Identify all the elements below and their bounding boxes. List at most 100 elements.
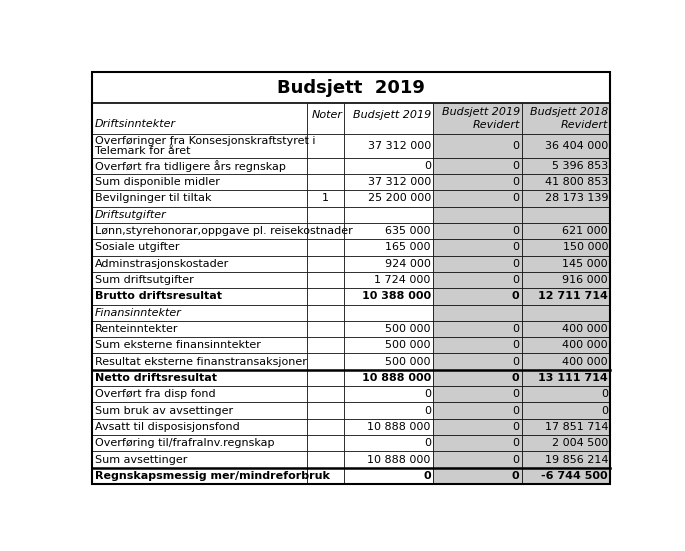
Text: 0: 0: [424, 390, 431, 399]
Bar: [521, 468, 610, 484]
Bar: [521, 207, 610, 223]
Text: Bevilgninger til tiltak: Bevilgninger til tiltak: [95, 193, 211, 203]
Text: Budsjett 2019: Budsjett 2019: [353, 110, 432, 120]
Bar: [307, 337, 345, 354]
Bar: [521, 223, 610, 239]
Text: 1: 1: [322, 193, 329, 203]
Text: 400 000: 400 000: [562, 356, 608, 366]
Bar: [345, 190, 433, 207]
Text: Adminstrasjonskostader: Adminstrasjonskostader: [95, 259, 229, 269]
Text: Driftsinntekter: Driftsinntekter: [95, 118, 176, 128]
Bar: [92, 158, 307, 174]
Bar: [345, 158, 433, 174]
Bar: [307, 354, 345, 370]
Text: Sum avsettinger: Sum avsettinger: [95, 455, 187, 464]
Bar: [433, 321, 521, 337]
Text: Telemark for året: Telemark for året: [95, 146, 190, 156]
Bar: [307, 419, 345, 435]
Text: Budsjett 2019: Budsjett 2019: [442, 107, 520, 117]
Bar: [307, 158, 345, 174]
Bar: [521, 370, 610, 386]
Text: 924 000: 924 000: [385, 259, 431, 269]
Bar: [521, 158, 610, 174]
Bar: [92, 435, 307, 451]
Bar: [521, 435, 610, 451]
Bar: [521, 272, 610, 288]
Text: 5 396 853: 5 396 853: [551, 161, 608, 171]
Text: 41 800 853: 41 800 853: [545, 177, 608, 187]
Bar: [307, 435, 345, 451]
Text: 17 851 714: 17 851 714: [545, 422, 608, 432]
Text: 0: 0: [512, 242, 519, 252]
Text: Netto driftsresultat: Netto driftsresultat: [95, 373, 216, 383]
Text: 0: 0: [512, 471, 519, 481]
Bar: [433, 223, 521, 239]
Text: 0: 0: [512, 455, 519, 464]
Text: Overføring til/frafralnv.regnskap: Overføring til/frafralnv.regnskap: [95, 438, 274, 448]
Text: 10 888 000: 10 888 000: [362, 373, 431, 383]
Text: 0: 0: [423, 471, 431, 481]
Bar: [307, 190, 345, 207]
Text: 0: 0: [512, 406, 519, 415]
Text: -6 744 500: -6 744 500: [541, 471, 608, 481]
Bar: [345, 239, 433, 256]
Text: 500 000: 500 000: [385, 324, 431, 334]
Text: 10 888 000: 10 888 000: [367, 422, 431, 432]
Bar: [433, 354, 521, 370]
Bar: [521, 386, 610, 402]
Bar: [92, 256, 307, 272]
Text: 37 312 000: 37 312 000: [368, 141, 431, 151]
Text: 500 000: 500 000: [385, 341, 431, 350]
Bar: [521, 337, 610, 354]
Text: 10 888 000: 10 888 000: [367, 455, 431, 464]
Bar: [92, 288, 307, 305]
Bar: [92, 468, 307, 484]
Bar: [92, 386, 307, 402]
Bar: [433, 103, 521, 134]
Text: 2 004 500: 2 004 500: [551, 438, 608, 448]
Text: 0: 0: [512, 291, 519, 301]
Text: 621 000: 621 000: [562, 226, 608, 236]
Bar: [307, 305, 345, 321]
Text: 0: 0: [601, 390, 608, 399]
Bar: [521, 239, 610, 256]
Text: Budsjett 2018: Budsjett 2018: [530, 107, 608, 117]
Bar: [433, 451, 521, 468]
Bar: [433, 134, 521, 158]
Bar: [433, 207, 521, 223]
Text: Revidert: Revidert: [561, 121, 608, 131]
Text: 0: 0: [512, 226, 519, 236]
Text: 1 724 000: 1 724 000: [375, 275, 431, 285]
Bar: [521, 402, 610, 419]
Text: Driftsutgifter: Driftsutgifter: [95, 210, 166, 220]
Bar: [92, 419, 307, 435]
Bar: [433, 305, 521, 321]
Text: 13 111 714: 13 111 714: [538, 373, 608, 383]
Bar: [92, 73, 610, 103]
Bar: [345, 435, 433, 451]
Text: Finansinntekter: Finansinntekter: [95, 307, 182, 318]
Text: 0: 0: [512, 341, 519, 350]
Text: 0: 0: [512, 356, 519, 366]
Bar: [345, 468, 433, 484]
Bar: [345, 386, 433, 402]
Bar: [307, 239, 345, 256]
Bar: [307, 451, 345, 468]
Bar: [345, 103, 433, 134]
Bar: [521, 256, 610, 272]
Text: Brutto driftsresultat: Brutto driftsresultat: [95, 291, 222, 301]
Text: 916 000: 916 000: [562, 275, 608, 285]
Bar: [433, 272, 521, 288]
Bar: [345, 134, 433, 158]
Bar: [345, 321, 433, 337]
Text: 0: 0: [512, 259, 519, 269]
Bar: [92, 370, 307, 386]
Bar: [521, 451, 610, 468]
Bar: [345, 354, 433, 370]
Text: 145 000: 145 000: [562, 259, 608, 269]
Bar: [521, 354, 610, 370]
Text: Revidert: Revidert: [473, 121, 520, 131]
Bar: [433, 419, 521, 435]
Bar: [345, 419, 433, 435]
Text: Noter: Noter: [312, 110, 342, 120]
